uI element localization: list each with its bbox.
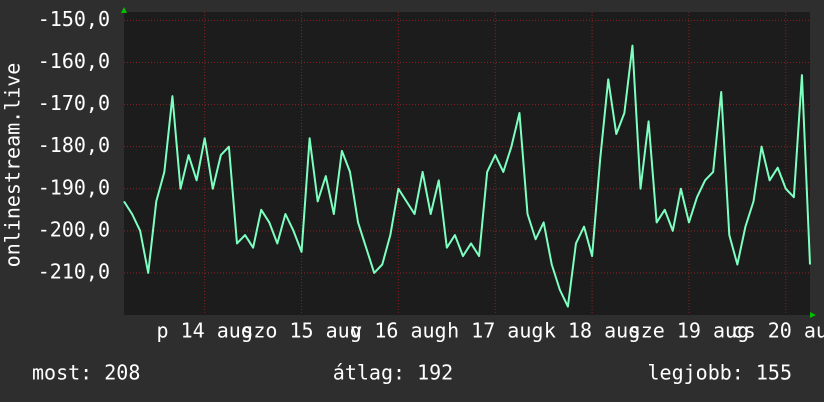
y-tick-label: -160,0	[38, 49, 110, 73]
stat-average: átlag: 192	[333, 361, 453, 385]
x-tick-label: h 17 aug	[447, 319, 543, 343]
y-tick-label: -200,0	[38, 217, 110, 241]
y-tick-label: -180,0	[38, 133, 110, 157]
x-axis-arrow	[810, 312, 816, 318]
plot-area	[124, 12, 810, 315]
x-tick-label: v 16 aug	[350, 319, 446, 343]
y-tick-label: -170,0	[38, 91, 110, 115]
x-tick-label: cs 20 aug	[732, 319, 824, 343]
x-tick-label: p 14 aug	[157, 319, 253, 343]
x-tick-label: sze 19 aug	[629, 319, 749, 343]
stat-best: legjobb: 155	[648, 361, 793, 385]
y-tick-label: -150,0	[38, 7, 110, 31]
y-tick-label: -190,0	[38, 175, 110, 199]
x-tick-label: k 18 aug	[544, 319, 640, 343]
x-tick-label: szo 15 aug	[241, 319, 361, 343]
y-axis-arrow	[121, 7, 127, 13]
y-tick-label: -210,0	[38, 259, 110, 283]
y-axis-label: onlinestream.live	[1, 63, 25, 268]
data-line	[123, 44, 811, 308]
stat-current: most: 208	[32, 361, 140, 385]
